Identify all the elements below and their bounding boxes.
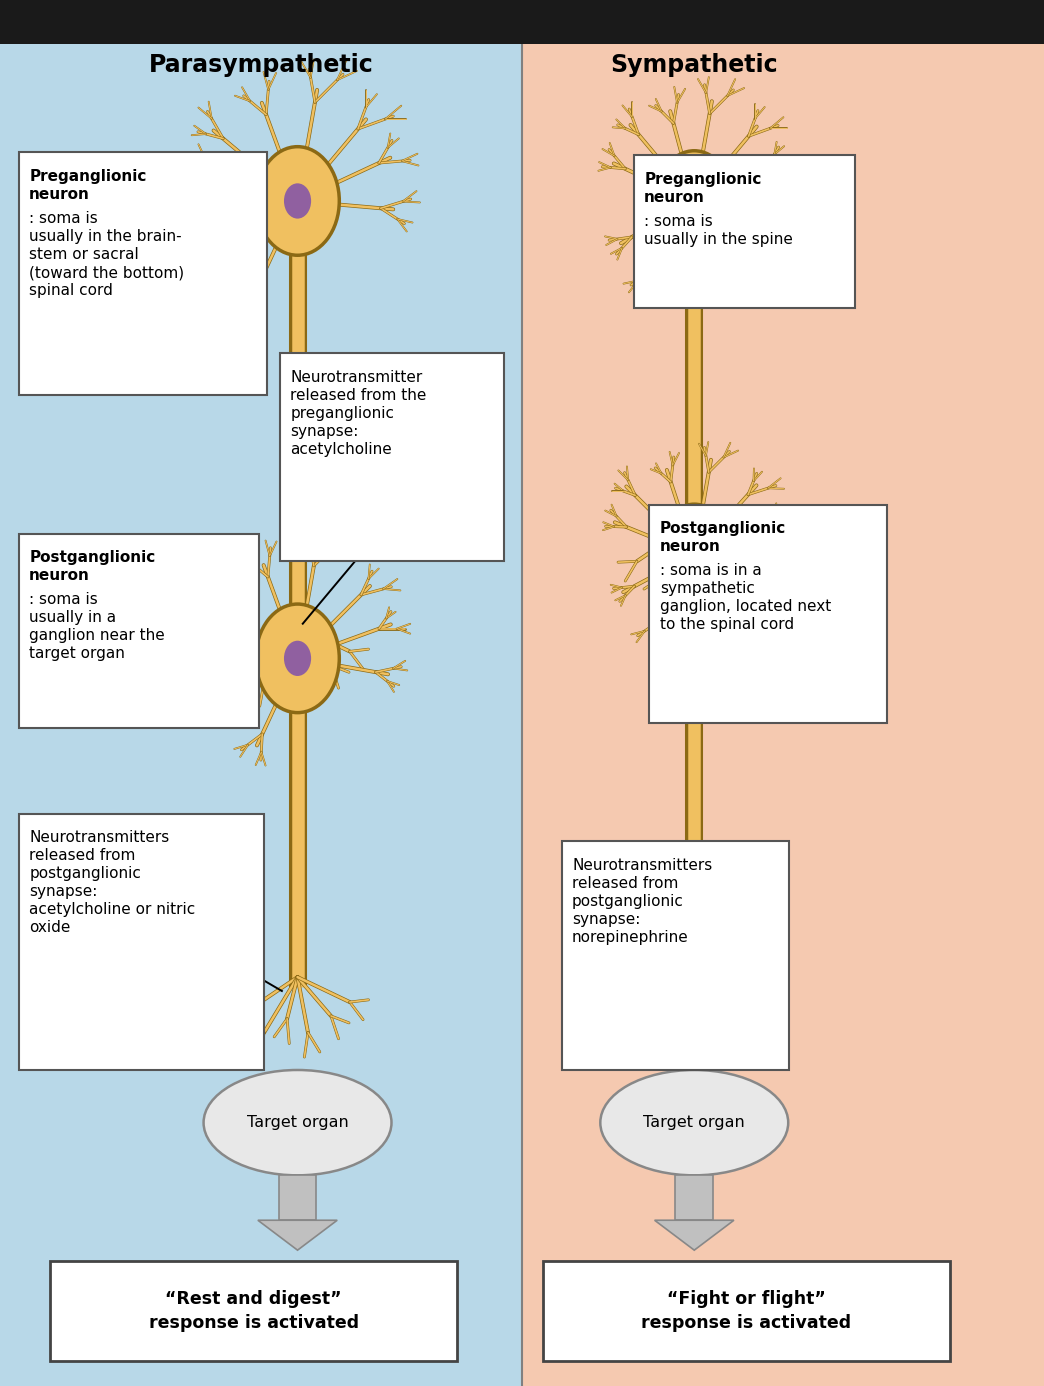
Ellipse shape	[284, 183, 311, 219]
Text: Neurotransmitters
released from
postganglionic
synapse:
acetylcholine or nitric
: Neurotransmitters released from postgang…	[29, 830, 195, 936]
Bar	[0, 0, 1044, 44]
Ellipse shape	[256, 147, 339, 255]
Text: : soma is
usually in the brain-
stem or sacral
(toward the bottom)
spinal cord: : soma is usually in the brain- stem or …	[29, 211, 185, 298]
Text: Postganglionic
neuron: Postganglionic neuron	[29, 550, 156, 584]
FancyBboxPatch shape	[19, 152, 267, 395]
Text: Target organ: Target organ	[246, 1116, 349, 1130]
Ellipse shape	[682, 184, 707, 218]
Ellipse shape	[682, 538, 707, 571]
Bar	[279, 1175, 316, 1220]
Text: Neurotransmitters
released from
postganglionic
synapse:
norepinephrine: Neurotransmitters released from postgang…	[572, 858, 712, 945]
FancyBboxPatch shape	[19, 534, 259, 728]
Ellipse shape	[600, 1070, 788, 1175]
Text: “Fight or flight”
response is activated: “Fight or flight” response is activated	[641, 1290, 852, 1332]
Ellipse shape	[256, 604, 339, 712]
Text: Preganglionic
neuron: Preganglionic neuron	[644, 172, 761, 205]
Text: : soma is in a
sympathetic
ganglion, located next
to the spinal cord: : soma is in a sympathetic ganglion, loc…	[660, 563, 831, 632]
Text: : soma is
usually in the spine: : soma is usually in the spine	[644, 213, 793, 247]
Text: “Rest and digest”
response is activated: “Rest and digest” response is activated	[148, 1290, 359, 1332]
Bar	[0, 0, 522, 1386]
Ellipse shape	[204, 1070, 392, 1175]
Bar	[675, 1175, 713, 1220]
Ellipse shape	[656, 505, 733, 604]
Text: Parasympathetic: Parasympathetic	[148, 53, 374, 78]
Text: Sympathetic: Sympathetic	[611, 53, 779, 78]
Text: : soma is
usually in a
ganglion near the
target organ: : soma is usually in a ganglion near the…	[29, 592, 165, 661]
FancyBboxPatch shape	[19, 814, 264, 1070]
Text: Target organ: Target organ	[643, 1116, 745, 1130]
Ellipse shape	[656, 151, 733, 251]
Polygon shape	[655, 1220, 734, 1250]
FancyBboxPatch shape	[562, 841, 789, 1070]
FancyBboxPatch shape	[649, 505, 887, 723]
Bar	[522, 0, 1044, 1386]
Text: Postganglionic
neuron: Postganglionic neuron	[660, 521, 786, 554]
Polygon shape	[258, 1220, 337, 1250]
FancyBboxPatch shape	[543, 1261, 950, 1361]
FancyBboxPatch shape	[50, 1261, 457, 1361]
Ellipse shape	[284, 640, 311, 676]
FancyBboxPatch shape	[280, 353, 504, 561]
Text: Neurotransmitter
released from the
preganglionic
synapse:
acetylcholine: Neurotransmitter released from the prega…	[290, 370, 427, 457]
Text: Preganglionic
neuron: Preganglionic neuron	[29, 169, 146, 202]
FancyBboxPatch shape	[634, 155, 855, 308]
